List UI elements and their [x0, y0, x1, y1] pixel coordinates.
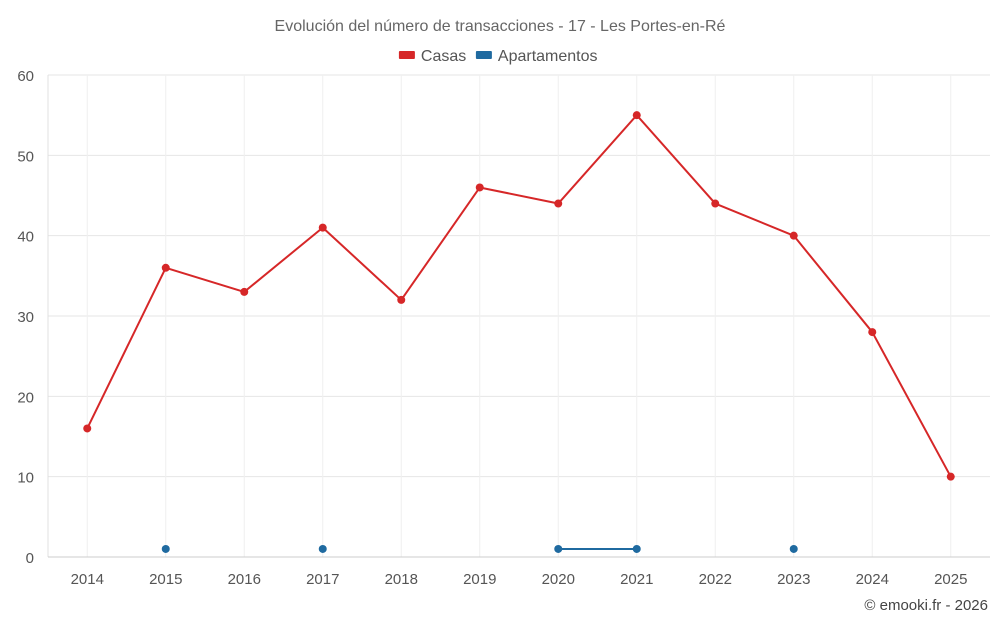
series-apartamentos: [161, 544, 798, 553]
legend-label: Apartamentos: [498, 48, 598, 65]
x-tick-label: 2019: [463, 571, 496, 588]
legend: Casas Apartamentos: [398, 48, 598, 65]
y-tick-label: 0: [26, 550, 34, 567]
chart-title: Evolución del número de transacciones - …: [275, 18, 726, 35]
data-point-apartamentos[interactable]: [554, 544, 563, 553]
data-point-casas[interactable]: [475, 183, 484, 192]
y-tick-label: 60: [17, 68, 34, 85]
x-tick-label: 2022: [699, 571, 732, 588]
y-tick-label: 50: [17, 148, 34, 165]
data-point-casas[interactable]: [240, 287, 249, 296]
data-point-casas[interactable]: [632, 111, 641, 120]
data-point-casas[interactable]: [83, 424, 92, 433]
series-line-casas: [86, 114, 952, 478]
x-tick-label: 2025: [934, 571, 967, 588]
data-point-casas[interactable]: [318, 223, 327, 232]
data-point-apartamentos[interactable]: [318, 544, 327, 553]
grid: [48, 74, 990, 557]
x-tick-label: 2024: [856, 571, 889, 588]
legend-swatch: [398, 51, 415, 59]
data-point-casas[interactable]: [789, 231, 798, 240]
credit-text: © emooki.fr - 2026: [864, 597, 988, 614]
data-point-casas[interactable]: [161, 263, 170, 272]
legend-swatch: [475, 51, 492, 59]
data-point-apartamentos[interactable]: [161, 544, 170, 553]
x-tick-label: 2023: [777, 571, 810, 588]
data-point-apartamentos[interactable]: [632, 544, 641, 553]
y-tick-label: 10: [17, 470, 34, 487]
x-tick-label: 2014: [71, 571, 104, 588]
y-tick-label: 20: [17, 389, 34, 406]
data-point-casas[interactable]: [711, 199, 720, 208]
axes: 0 10 20 30 40 50 60 2014 2015 2016 2017 2018 2019 202…: [17, 68, 990, 588]
data-point-casas[interactable]: [868, 328, 877, 337]
x-tick-label: 2016: [228, 571, 261, 588]
x-tick-label: 2021: [620, 571, 653, 588]
data-point-casas[interactable]: [554, 199, 563, 208]
x-tick-label: 2017: [306, 571, 339, 588]
series-layer: [83, 111, 955, 553]
data-point-casas[interactable]: [397, 295, 406, 304]
x-tick-label: 2018: [385, 571, 418, 588]
series-casas: [83, 111, 955, 481]
x-tick-label: 2020: [542, 571, 575, 588]
legend-item-casas[interactable]: Casas: [398, 48, 466, 65]
legend-item-apartamentos[interactable]: Apartamentos: [475, 48, 598, 65]
data-point-casas[interactable]: [946, 472, 955, 481]
data-point-apartamentos[interactable]: [789, 544, 798, 553]
x-tick-label: 2015: [149, 571, 182, 588]
legend-label: Casas: [421, 48, 466, 65]
y-tick-label: 30: [17, 309, 34, 326]
y-tick-label: 40: [17, 229, 34, 246]
